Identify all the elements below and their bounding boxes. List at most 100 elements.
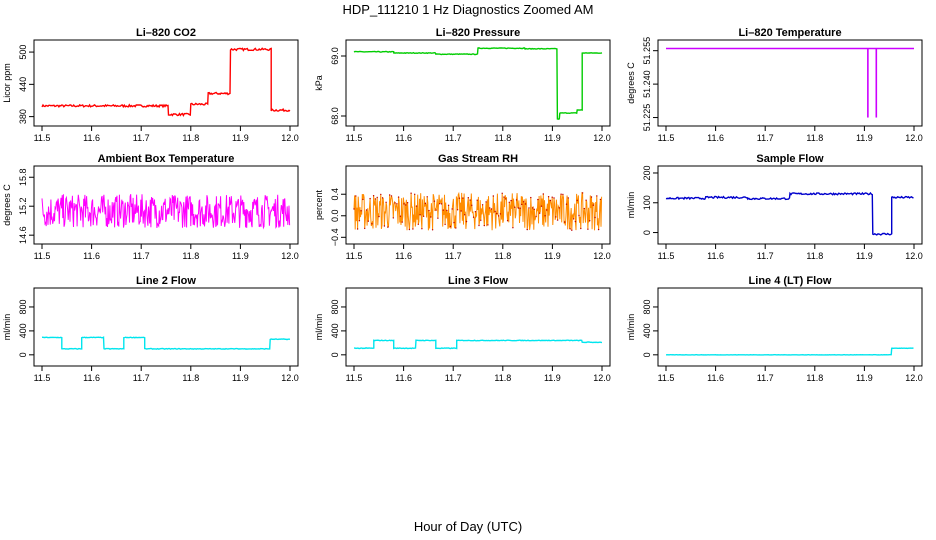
series-point bbox=[574, 220, 577, 223]
series-point bbox=[560, 193, 562, 195]
y-tick-label: 0 bbox=[330, 352, 340, 357]
series-point bbox=[483, 224, 485, 227]
series-point bbox=[526, 228, 528, 231]
x-tick-label: 11.8 bbox=[806, 133, 823, 143]
y-axis-label: ml/min bbox=[2, 314, 12, 341]
series-point bbox=[397, 196, 400, 198]
series-point bbox=[414, 193, 416, 195]
series-point bbox=[490, 208, 493, 210]
series-point bbox=[546, 209, 548, 211]
series-point bbox=[503, 196, 505, 198]
series-point bbox=[364, 227, 366, 230]
y-axis-label: ml/min bbox=[626, 314, 636, 341]
series-point bbox=[599, 198, 602, 201]
series-point bbox=[585, 199, 587, 201]
series-point bbox=[369, 197, 371, 200]
x-tick-label: 11.8 bbox=[182, 373, 199, 383]
x-tick-label: 11.7 bbox=[757, 133, 774, 143]
series-point bbox=[430, 216, 432, 218]
series-point bbox=[564, 221, 566, 223]
series-point bbox=[517, 207, 519, 209]
series-point bbox=[535, 215, 537, 218]
y-axis-label: percent bbox=[314, 189, 324, 220]
series-point bbox=[464, 214, 466, 216]
series-point bbox=[417, 223, 419, 225]
series-point bbox=[494, 210, 496, 213]
x-tick-label: 11.7 bbox=[445, 133, 462, 143]
panel-title: Gas Stream RH bbox=[438, 153, 518, 165]
x-tick-label: 11.9 bbox=[544, 133, 561, 143]
x-tick-label: 12.0 bbox=[281, 133, 299, 143]
series-point bbox=[515, 199, 518, 201]
panel-title: Line 4 (LT) Flow bbox=[749, 275, 832, 287]
series-point bbox=[590, 196, 593, 198]
x-tick-label: 11.9 bbox=[856, 373, 873, 383]
x-tick-label: 11.7 bbox=[133, 133, 150, 143]
series-point bbox=[358, 220, 361, 222]
series-point bbox=[367, 220, 369, 222]
x-tick-label: 11.8 bbox=[494, 373, 511, 383]
y-tick-label: 68.0 bbox=[330, 107, 340, 125]
panel-ambient-box-temperature: Ambient Box Temperature 11.5 11.6 11.7 11.8 1… bbox=[2, 153, 299, 261]
series-point bbox=[356, 228, 359, 230]
y-tick-label: 14.6 bbox=[18, 226, 28, 244]
series-point bbox=[531, 207, 534, 209]
series-point bbox=[472, 216, 475, 218]
series-point bbox=[440, 203, 443, 205]
series-point bbox=[469, 199, 471, 201]
panel-grid: Li–820 CO2 11.5 11.6 11.7 11.8 11.9 12.0 380 440… bbox=[2, 27, 923, 383]
series-point bbox=[555, 216, 557, 218]
series-point bbox=[499, 213, 502, 215]
y-tick-label: 0.0 bbox=[330, 210, 340, 223]
series-point bbox=[567, 197, 569, 199]
series-point bbox=[444, 223, 446, 226]
series-point bbox=[492, 195, 494, 197]
plot-frame bbox=[33, 39, 299, 127]
x-tick-label: 12.0 bbox=[593, 373, 611, 383]
series-point bbox=[510, 199, 512, 202]
series-point bbox=[408, 228, 411, 231]
plot-frame bbox=[345, 287, 611, 367]
series-point bbox=[551, 196, 553, 198]
x-tick-label: 11.7 bbox=[445, 251, 462, 261]
series-point bbox=[378, 215, 380, 218]
series-point bbox=[476, 199, 478, 201]
series-point bbox=[447, 204, 450, 206]
series-point bbox=[394, 202, 396, 204]
series-point bbox=[380, 193, 382, 196]
x-tick-label: 11.5 bbox=[658, 251, 675, 261]
series-point bbox=[467, 197, 469, 199]
x-tick-label: 11.6 bbox=[707, 373, 724, 383]
plot-frame bbox=[657, 287, 923, 367]
y-axis-label: degrees C bbox=[2, 184, 12, 226]
series-points bbox=[353, 192, 602, 231]
x-tick-label: 12.0 bbox=[593, 133, 611, 143]
y-tick-label: 800 bbox=[18, 299, 28, 314]
series-point bbox=[569, 228, 571, 230]
series-point bbox=[544, 215, 546, 217]
series-point bbox=[583, 207, 585, 210]
y-tick-label: 0 bbox=[18, 352, 28, 357]
x-tick-label: 11.7 bbox=[757, 373, 774, 383]
series-point bbox=[360, 210, 362, 212]
x-tick-label: 12.0 bbox=[281, 251, 299, 261]
y-tick-label: 15.2 bbox=[18, 197, 28, 215]
x-tick-label: 11.6 bbox=[83, 251, 100, 261]
series-point bbox=[594, 216, 596, 219]
x-tick-label: 11.5 bbox=[346, 133, 363, 143]
panel-title: Li–820 CO2 bbox=[136, 27, 196, 39]
x-tick-label: 11.5 bbox=[346, 373, 363, 383]
series-point bbox=[556, 219, 559, 221]
series-point bbox=[519, 207, 521, 209]
y-tick-label: 0 bbox=[642, 230, 652, 235]
series-point bbox=[497, 215, 500, 217]
x-tick-label: 11.8 bbox=[182, 251, 199, 261]
x-tick-label: 11.9 bbox=[856, 251, 873, 261]
series-point bbox=[465, 220, 468, 223]
y-tick-label: 69.0 bbox=[330, 47, 340, 65]
x-tick-label: 11.9 bbox=[232, 373, 249, 383]
series-point bbox=[390, 195, 393, 197]
series-line bbox=[41, 47, 291, 118]
series-point bbox=[449, 225, 452, 228]
series-point bbox=[580, 227, 582, 230]
